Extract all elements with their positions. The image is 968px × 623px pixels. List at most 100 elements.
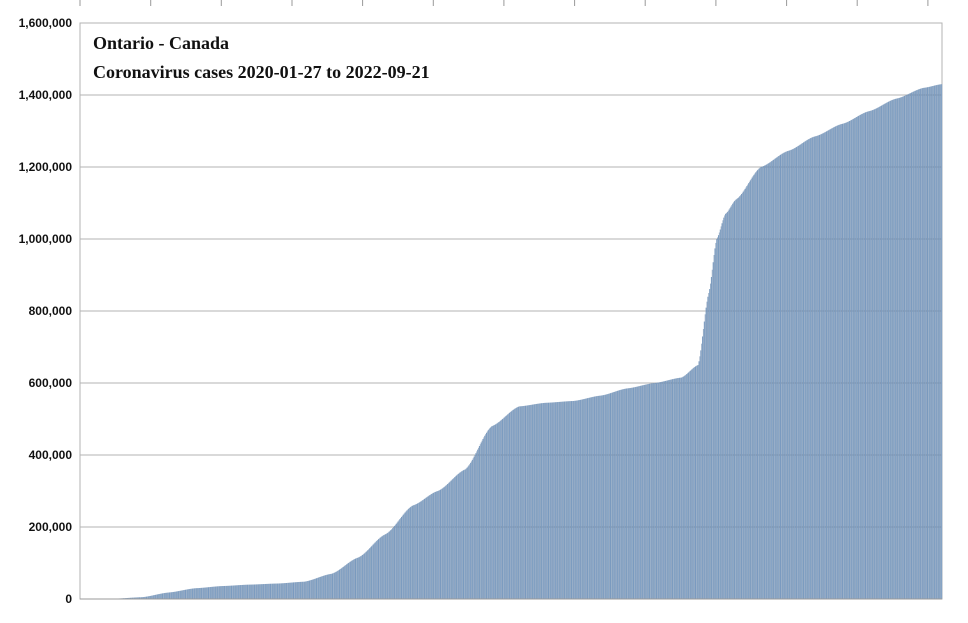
- bar: [481, 440, 483, 599]
- bar: [250, 584, 252, 599]
- bar: [893, 99, 895, 599]
- bar: [134, 597, 136, 599]
- bar: [482, 439, 484, 599]
- bar: [750, 178, 752, 599]
- bar: [323, 575, 325, 599]
- bar: [155, 594, 157, 599]
- bar: [617, 390, 619, 599]
- bar: [416, 503, 418, 599]
- bar: [508, 413, 510, 599]
- bar: [249, 584, 251, 599]
- bar: [829, 129, 831, 599]
- bar: [340, 568, 342, 599]
- bar: [307, 581, 309, 599]
- bar: [196, 588, 198, 599]
- bar: [410, 506, 412, 599]
- bar: [469, 464, 471, 599]
- bar: [210, 586, 212, 599]
- bar: [523, 405, 525, 599]
- bar: [262, 584, 264, 599]
- bar: [858, 115, 860, 600]
- bar: [171, 592, 173, 599]
- bar: [765, 164, 767, 599]
- bar: [841, 124, 843, 600]
- bar: [652, 383, 654, 599]
- bar: [158, 594, 160, 599]
- bar: [911, 92, 913, 600]
- bar: [550, 402, 552, 599]
- bar: [446, 484, 448, 599]
- bar: [614, 391, 616, 599]
- bar: [763, 166, 765, 599]
- bar: [288, 582, 290, 599]
- bar: [928, 86, 930, 600]
- bar: [447, 484, 449, 599]
- bar: [673, 378, 675, 599]
- bar: [716, 239, 718, 599]
- bar: [224, 585, 226, 599]
- bar: [138, 597, 140, 599]
- bar: [787, 151, 789, 599]
- bar: [839, 124, 841, 599]
- bar: [151, 595, 153, 599]
- bar: [815, 136, 817, 599]
- bar: [217, 586, 219, 599]
- bar: [356, 557, 358, 599]
- bar: [365, 551, 367, 599]
- bar: [383, 535, 385, 599]
- bar: [560, 401, 562, 599]
- bar: [474, 454, 476, 599]
- bar: [487, 430, 489, 599]
- bar: [300, 581, 302, 599]
- bar: [883, 104, 885, 599]
- bar: [840, 124, 842, 599]
- bar: [536, 403, 538, 599]
- bar: [581, 399, 583, 599]
- bar: [820, 134, 822, 599]
- bar: [824, 132, 826, 599]
- bar: [792, 149, 794, 599]
- bar: [515, 408, 517, 599]
- bar: [630, 387, 632, 599]
- bar: [501, 419, 503, 599]
- bar: [500, 420, 502, 599]
- bar: [530, 404, 532, 599]
- bar: [331, 573, 333, 599]
- bar: [302, 581, 304, 599]
- bar: [359, 556, 361, 599]
- bar: [577, 400, 579, 599]
- bar: [565, 401, 567, 599]
- bar: [418, 502, 420, 599]
- bar: [796, 146, 798, 599]
- bar: [192, 588, 194, 599]
- bar: [401, 515, 403, 599]
- bar: [254, 584, 256, 599]
- bar: [897, 98, 899, 599]
- bar: [686, 374, 688, 599]
- chart-subtitle: Coronavirus cases 2020-01-27 to 2022-09-…: [93, 62, 430, 82]
- bar: [608, 393, 610, 599]
- bar: [762, 166, 764, 599]
- bar: [223, 586, 225, 599]
- y-tick-label: 0: [65, 592, 72, 606]
- bar: [169, 592, 171, 599]
- bar: [346, 564, 348, 599]
- bar: [176, 591, 179, 599]
- bar: [615, 391, 617, 599]
- bar: [647, 384, 649, 599]
- bar: [600, 395, 602, 599]
- bar: [480, 442, 482, 599]
- bar: [857, 115, 859, 599]
- bar: [659, 382, 661, 599]
- bar: [825, 131, 827, 600]
- bar: [314, 578, 316, 599]
- bar: [891, 100, 893, 600]
- bar: [849, 120, 851, 600]
- bar: [402, 514, 404, 599]
- bar: [738, 197, 740, 599]
- bar: [242, 584, 244, 599]
- bar: [202, 587, 204, 599]
- bar: [779, 155, 781, 599]
- bar: [344, 565, 346, 599]
- bar: [183, 590, 185, 599]
